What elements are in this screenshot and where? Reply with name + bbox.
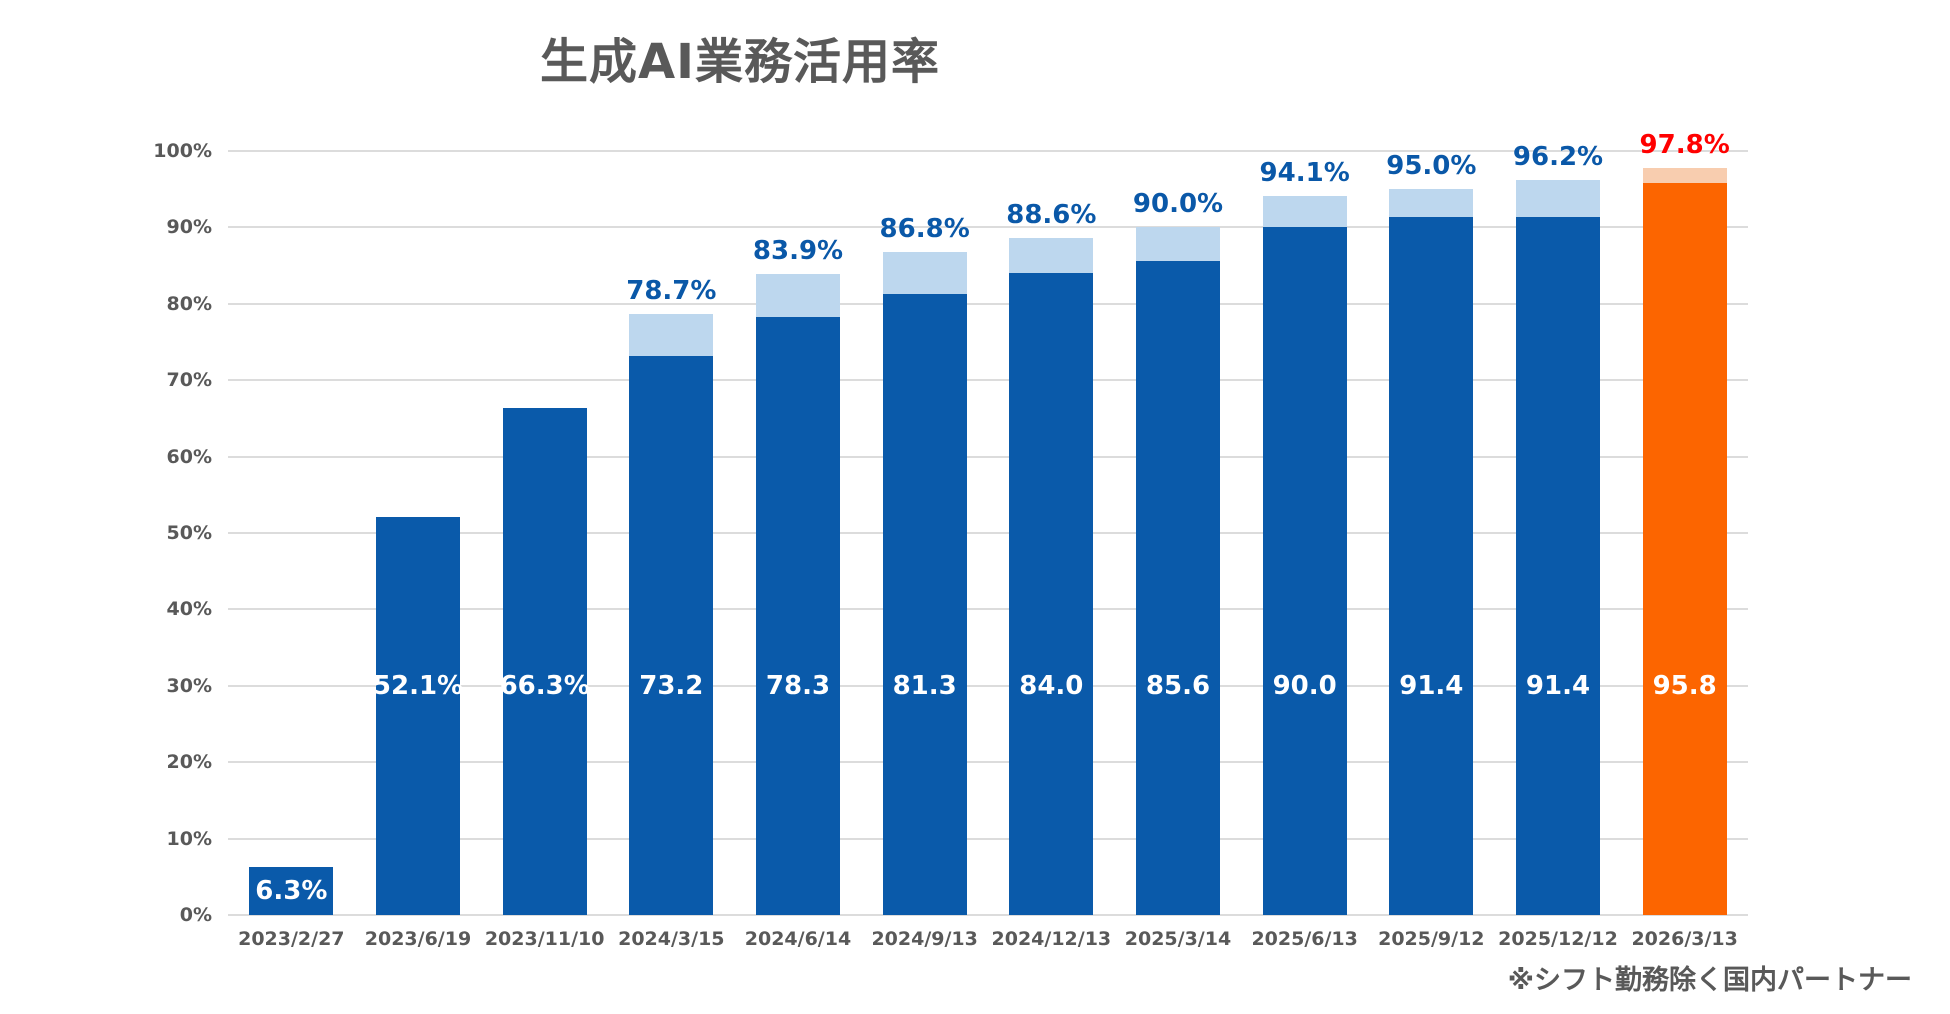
gridline: [228, 379, 1748, 382]
y-axis-tick-label: 90%: [166, 216, 212, 239]
bar-total-label: 83.9%: [752, 236, 844, 267]
bar-main-segment: [249, 866, 334, 915]
bar-main-segment: [629, 355, 714, 915]
gridline: [228, 226, 1748, 229]
footnote: ※シフト勤務除く国内パートナー: [1507, 965, 1912, 996]
bar-main-segment: [1135, 261, 1220, 915]
bar-group: 91.4 95.0%: [1368, 151, 1495, 915]
bar-column: 6.3%: [249, 866, 334, 915]
x-axis-date-label: 2025/12/12: [1498, 928, 1618, 950]
bar-group: 6.3%: [228, 151, 355, 915]
bar-main-segment: [1389, 216, 1474, 915]
bar-column: 52.1%: [373, 516, 463, 915]
bar-group: 66.3%: [481, 151, 608, 915]
bar-main-segment: [502, 408, 587, 915]
bar-value-label: 6.3%: [255, 875, 328, 906]
bar-group: 91.4 96.2%: [1495, 142, 1622, 915]
bar-column: 78.3: [755, 274, 840, 915]
bar-total-label: 78.7%: [626, 275, 717, 306]
bar-value-label: 66.3%: [499, 671, 590, 701]
x-axis-date-label: 2025/6/13: [1251, 928, 1358, 950]
y-axis-tick-label: 10%: [166, 827, 212, 850]
bar-total-label: 94.1%: [1259, 158, 1350, 189]
y-axis-tick-label: 50%: [166, 522, 212, 544]
bar-column-highlight: 95.8: [1642, 167, 1727, 915]
y-axis-tick-label: 100%: [153, 140, 212, 162]
gridline: [228, 532, 1748, 534]
y-axis-tick-label: 40%: [166, 598, 212, 621]
plot-area: 6.3% 52.1% 66.3% 73.2 78.7% 78.3 83.9% 81.3 86.8…: [228, 130, 1748, 916]
x-axis: 2023/2/27 2023/6/19 2023/11/10 2024/3/15 202…: [228, 926, 1748, 958]
bar-total-label: 86.8%: [879, 213, 970, 244]
bar-column: 91.4: [1389, 189, 1474, 915]
bar-total-label: 97.8%: [1639, 129, 1730, 160]
bar-group: 90.0 94.1%: [1241, 151, 1368, 915]
bar-total-label: 96.2%: [1512, 142, 1604, 173]
bar-column: 81.3: [882, 251, 967, 915]
bar-value-label: 85.6: [1145, 671, 1211, 701]
bar-value-label: 90.0: [1272, 671, 1337, 701]
x-axis-date-label: 2023/11/10: [484, 928, 605, 950]
bar-total-label: 95.0%: [1386, 151, 1477, 182]
y-axis-tick-label: 30%: [166, 674, 212, 697]
bar-column: 90.0: [1262, 196, 1347, 915]
bar-value-label: 95.8: [1652, 671, 1717, 701]
bar-column: 91.4: [1515, 180, 1600, 915]
bar-main-segment: [1642, 183, 1727, 915]
x-axis-date-label: 2024/9/13: [871, 928, 978, 950]
bar-value-label: 91.4: [1525, 671, 1591, 701]
bar-total-label: 90.0%: [1132, 189, 1224, 220]
x-axis-date-label: 2024/6/14: [744, 928, 852, 950]
bar-column: 73.2: [629, 313, 714, 915]
bar-main-segment: [1009, 273, 1094, 915]
x-axis-date-label: 2023/6/19: [364, 928, 472, 950]
y-axis-tick-label: 0%: [179, 904, 212, 926]
gridline: [228, 455, 1748, 458]
y-axis-tick-label: 80%: [166, 292, 212, 315]
bar-group: 52.1%: [355, 151, 482, 915]
y-axis-tick-label: 60%: [166, 445, 212, 468]
bar-main-segment: [1262, 227, 1347, 915]
x-axis-date-label: 2024/12/13: [991, 928, 1112, 950]
chart-title: 生成AI業務活用率: [539, 34, 941, 90]
gridline: [228, 150, 1748, 152]
x-axis-date-label: 2025/9/12: [1378, 928, 1485, 950]
x-axis-date-label: 2024/3/15: [618, 928, 725, 950]
bar-column: 66.3%: [500, 408, 590, 915]
gridline: [228, 914, 1748, 916]
bar-main-segment: [882, 293, 967, 915]
bar-column: 84.0: [1009, 238, 1094, 915]
bar-group: 84.0 88.6%: [988, 151, 1115, 915]
gridline: [228, 761, 1748, 764]
bar-total-label: 88.6%: [1006, 200, 1097, 231]
bar-value-label: 52.1%: [372, 671, 464, 701]
bar-group: 78.3 83.9%: [735, 151, 862, 915]
bar-value-label: 91.4: [1399, 671, 1464, 701]
bar-value-label: 81.3: [892, 671, 957, 701]
x-axis-date-label: 2026/3/13: [1631, 928, 1738, 950]
bar-group: 73.2 78.7%: [608, 151, 735, 915]
bar-value-label: 73.2: [639, 671, 704, 701]
bar-group: 81.3 86.8%: [861, 151, 988, 915]
gridline: [228, 302, 1748, 305]
y-axis: 0% 10% 20% 30% 40% 50% 60% 70% 80% 90% 100%: [0, 140, 212, 926]
bar-main-segment: [755, 316, 840, 915]
bar-value-label: 84.0: [1019, 671, 1084, 701]
y-axis-tick-label: 70%: [166, 369, 212, 392]
gridline: [228, 684, 1748, 687]
x-axis-date-label: 2025/3/14: [1124, 928, 1232, 950]
bar-main-segment: [375, 516, 460, 915]
bar-group: 85.6 90.0%: [1115, 151, 1242, 915]
gridline: [228, 608, 1748, 611]
gridline: [228, 837, 1748, 840]
bar-column: 85.6: [1135, 227, 1220, 915]
y-axis-tick-label: 20%: [166, 751, 212, 774]
x-axis-date-label: 2023/2/27: [238, 928, 345, 950]
bar-group: 95.8 97.8%: [1621, 130, 1748, 915]
bar-value-label: 78.3: [765, 671, 831, 701]
bar-main-segment: [1515, 216, 1600, 915]
